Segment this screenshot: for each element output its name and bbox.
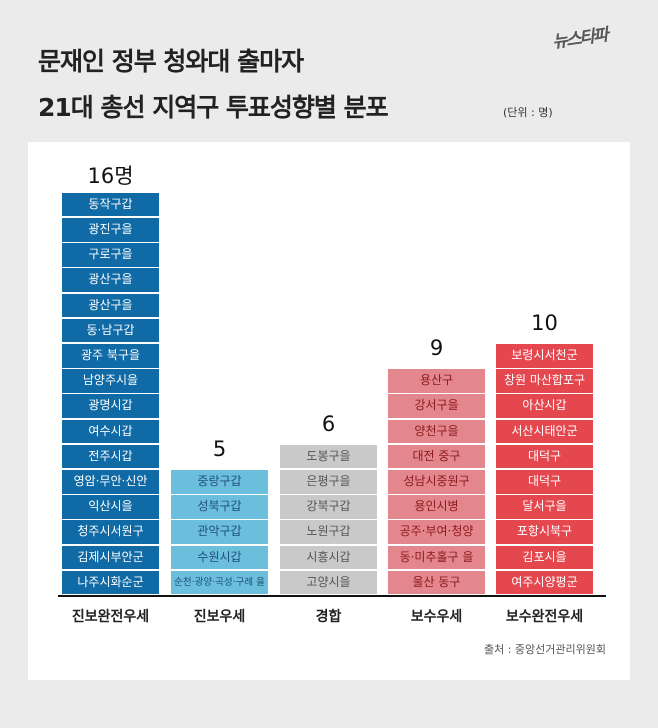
district-block: 청주시서원구 <box>62 520 159 544</box>
district-block: 나주시화순군 <box>62 570 159 595</box>
district-block: 수원시갑 <box>171 545 268 570</box>
district-block: 대전 중구 <box>388 444 485 469</box>
district-block: 성남시중원구 <box>388 470 485 494</box>
district-block: 보령시서천군 <box>496 344 593 368</box>
district-block: 남양주시을 <box>62 369 159 393</box>
district-block: 서산시태안군 <box>496 419 593 444</box>
district-block: 공주·부여·청양 <box>388 520 485 544</box>
value-label: 6 <box>321 411 336 436</box>
district-block: 강서구을 <box>388 394 485 418</box>
district-block: 용산구 <box>388 369 485 393</box>
category-label: 경합 <box>315 609 342 625</box>
district-block: 익산시을 <box>62 495 159 519</box>
district-block: 창원 마산합포구 <box>496 369 593 393</box>
district-block: 동·남구갑 <box>62 318 159 343</box>
district-block: 시흥시갑 <box>280 545 377 570</box>
district-block: 아산시갑 <box>496 394 593 418</box>
district-block: 중랑구갑 <box>171 470 268 494</box>
district-block: 여수시갑 <box>62 419 159 444</box>
value-label: 10 <box>531 311 558 335</box>
x-axis-line <box>58 595 606 597</box>
source-note: 출처 : 중앙선거관리위원회 <box>483 643 606 656</box>
category-label: 보수완전우세 <box>505 609 584 625</box>
district-block: 김제시부안군 <box>62 545 159 570</box>
district-block: 관악구갑 <box>171 520 268 544</box>
district-block: 대덕구 <box>496 470 593 494</box>
district-block: 전주시갑 <box>62 444 159 469</box>
district-block: 광주 북구을 <box>62 344 159 368</box>
district-block: 용인시병 <box>388 495 485 519</box>
district-block: 달서구을 <box>496 495 593 519</box>
title-line-1: 문재인 정부 청와대 출마자 <box>38 47 304 76</box>
district-block: 대덕구 <box>496 444 593 469</box>
unit-label: (단위 : 명) <box>503 106 553 119</box>
category-label: 진보우세 <box>193 609 246 625</box>
category-label: 보수우세 <box>410 609 463 625</box>
district-block: 노원구갑 <box>280 520 377 544</box>
value-label: 9 <box>429 336 444 361</box>
district-block: 양천구을 <box>388 419 485 444</box>
district-block: 광산구을 <box>62 293 159 318</box>
value-label: 16명 <box>87 163 134 188</box>
district-block: 강북구갑 <box>280 495 377 519</box>
district-block: 광산구을 <box>62 268 159 292</box>
category-label: 진보완전우세 <box>71 609 150 625</box>
newstapa-logo: 뉴스타파 <box>551 25 609 53</box>
district-block: 여주시양평군 <box>496 570 593 595</box>
district-block: 순천·광양·곡성·구례 을 <box>171 570 268 595</box>
district-block: 울산 동구 <box>388 570 485 595</box>
district-block: 도봉구을 <box>280 444 377 469</box>
district-block: 광진구을 <box>62 218 159 242</box>
district-block: 동작구갑 <box>62 192 159 217</box>
district-block: 고양시을 <box>280 570 377 595</box>
title-line-2: 21대 총선 지역구 투표성향별 분포 <box>38 93 389 122</box>
district-block: 영암·무안·신안 <box>62 470 159 494</box>
district-block: 은평구을 <box>280 470 377 494</box>
value-label: 5 <box>212 437 227 461</box>
district-block: 성북구갑 <box>171 495 268 519</box>
district-block: 동·미추홀구 을 <box>388 545 485 570</box>
district-block: 포항시북구 <box>496 520 593 544</box>
district-block: 광명시갑 <box>62 394 159 418</box>
district-block: 김포시을 <box>496 545 593 570</box>
district-block: 구로구을 <box>62 243 159 267</box>
